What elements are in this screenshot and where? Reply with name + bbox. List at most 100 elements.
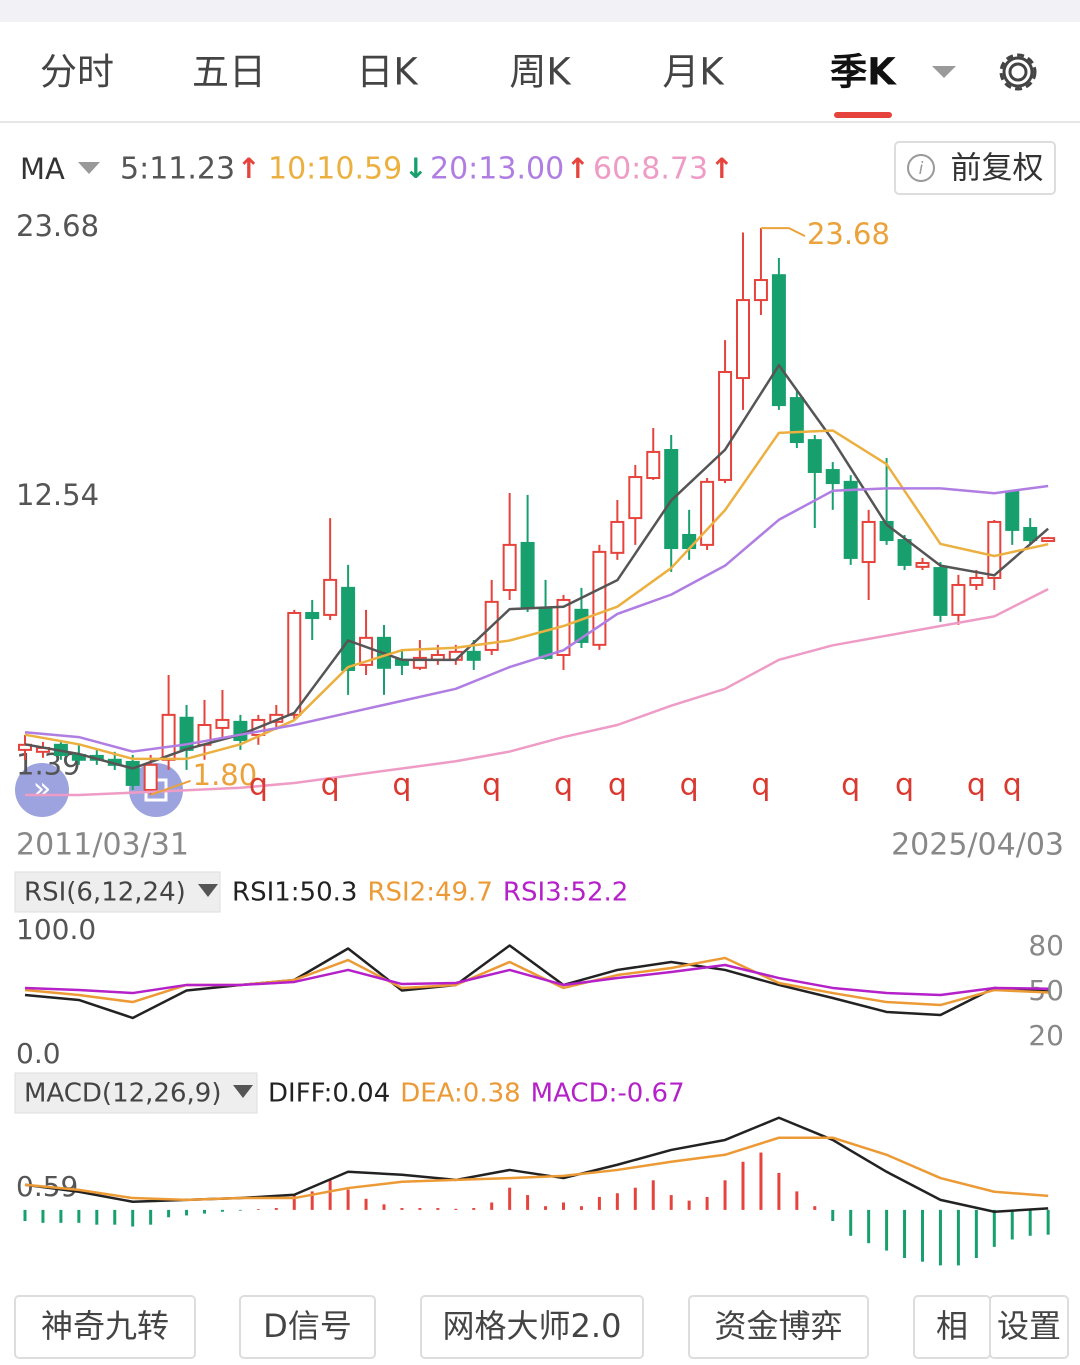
tab[interactable]: 月K <box>662 51 725 94</box>
tool-button[interactable]: D信号 <box>263 1307 352 1345</box>
settings-icon[interactable] <box>999 53 1037 91</box>
candle-body <box>502 543 517 592</box>
candle-body <box>287 611 302 716</box>
min-pointer <box>150 779 191 796</box>
candle-body <box>969 576 984 586</box>
adjust-button-frame[interactable] <box>894 141 1056 195</box>
tool-button-frame[interactable] <box>989 1295 1069 1359</box>
candle-body <box>646 450 661 480</box>
ma-legend: 10:10.59 <box>268 152 402 187</box>
series-line <box>24 1136 1049 1202</box>
candle-body <box>987 520 1002 579</box>
tool-button[interactable]: 神奇九转 <box>41 1307 169 1345</box>
candle-body <box>951 583 966 616</box>
info-icon <box>907 154 935 182</box>
tab-underline <box>834 112 892 118</box>
candle-body <box>682 533 697 550</box>
macd-legend: MACD:-0.67 <box>531 1079 685 1109</box>
signal-mark: q <box>482 768 501 803</box>
tool-button[interactable]: 网格大师2.0 <box>443 1307 622 1345</box>
candle-body <box>143 763 158 791</box>
tab[interactable]: 周K <box>509 51 572 94</box>
macd-dropdown <box>233 1085 253 1098</box>
candle-body <box>610 520 625 554</box>
candle-body <box>466 650 481 661</box>
signal-mark: q <box>554 768 573 803</box>
candle-body <box>807 439 822 473</box>
rsi-legend: RSI2:49.7 <box>367 878 492 908</box>
dropdown-arrow[interactable] <box>932 66 956 78</box>
tool-button[interactable]: 设置 <box>997 1307 1061 1345</box>
candle-body <box>520 541 535 609</box>
tool-button[interactable]: 资金博弈 <box>714 1307 842 1345</box>
candle-body <box>1023 526 1038 542</box>
info-glyph: i <box>919 159 924 179</box>
ma-dropdown[interactable] <box>78 162 100 174</box>
rsi-selector[interactable] <box>14 871 221 913</box>
series-line <box>25 587 1049 797</box>
y-tick-label: 0.0 <box>16 1037 61 1070</box>
candle-body <box>1005 491 1020 531</box>
series-line <box>24 944 1049 1020</box>
rsi-legend: RSI3:52.2 <box>503 878 628 908</box>
candle-body <box>736 299 750 380</box>
signal-mark: q <box>392 768 411 803</box>
tool-button-frame[interactable] <box>239 1295 376 1359</box>
signal-mark: q <box>841 768 860 803</box>
signal-mark: q <box>249 768 268 803</box>
signal-mark: q <box>895 768 914 803</box>
macd-legend: DEA:0.38 <box>400 1079 520 1109</box>
min-label: 1.80 <box>193 758 258 792</box>
candle-body <box>592 550 607 646</box>
candle-body <box>933 567 948 616</box>
status-strip <box>0 0 1080 22</box>
ma-arrow: ↑ <box>237 152 260 185</box>
candle-body <box>771 274 786 407</box>
date-label: 2011/03/31 <box>16 828 189 863</box>
tab[interactable]: 分时 <box>40 51 114 94</box>
tool-button-frame[interactable] <box>14 1295 196 1359</box>
ma-arrow: ↑ <box>710 152 733 185</box>
signal-mark: q <box>321 768 340 803</box>
y2-tick-label: 80 <box>1028 929 1064 962</box>
tab[interactable]: 五日 <box>192 51 266 94</box>
candle-body <box>341 586 356 671</box>
tab[interactable]: 季K <box>830 51 897 94</box>
indicator-label: MA <box>20 152 65 186</box>
y2-tick-label: 20 <box>1028 1019 1064 1052</box>
candle-body <box>233 720 248 741</box>
macd-legend: DIFF:0.04 <box>268 1079 390 1109</box>
panel-title[interactable]: MACD(12,26,9) <box>24 1079 221 1109</box>
max-pointer <box>760 227 806 238</box>
adjust-button[interactable]: 前复权 <box>951 151 1044 187</box>
tool-button-frame[interactable] <box>688 1295 869 1359</box>
candle-body <box>412 656 427 669</box>
candle-body <box>215 718 230 729</box>
series-line <box>24 429 1049 761</box>
y-tick-label: 12.54 <box>16 478 99 512</box>
candle-body <box>628 476 643 520</box>
panel-title[interactable]: RSI(6,12,24) <box>24 878 186 908</box>
ma-arrow: ↑ <box>566 152 589 185</box>
series-line <box>24 364 1049 770</box>
signal-mark: q <box>751 768 770 803</box>
candle-body <box>718 371 733 481</box>
candle-body <box>915 561 930 568</box>
svg-text:»: » <box>33 772 51 807</box>
candle-body <box>789 397 804 444</box>
rsi-legend: RSI1:50.3 <box>232 878 357 908</box>
signal-mark: q <box>680 768 699 803</box>
ma-legend: 5:11.23 <box>120 152 235 187</box>
rsi-dropdown <box>198 884 218 897</box>
tool-button-frame[interactable] <box>420 1295 644 1359</box>
y-tick-label: 23.68 <box>16 209 99 243</box>
y-tick-label: 100.0 <box>16 913 96 946</box>
signal-mark: q <box>967 768 986 803</box>
ma-legend: 20:13.00 <box>430 152 564 187</box>
candle-body <box>700 480 715 546</box>
tab[interactable]: 日K <box>356 51 419 94</box>
macd-selector[interactable] <box>14 1072 258 1114</box>
tool-button[interactable]: 相 <box>936 1307 968 1345</box>
candle-body <box>125 760 140 786</box>
